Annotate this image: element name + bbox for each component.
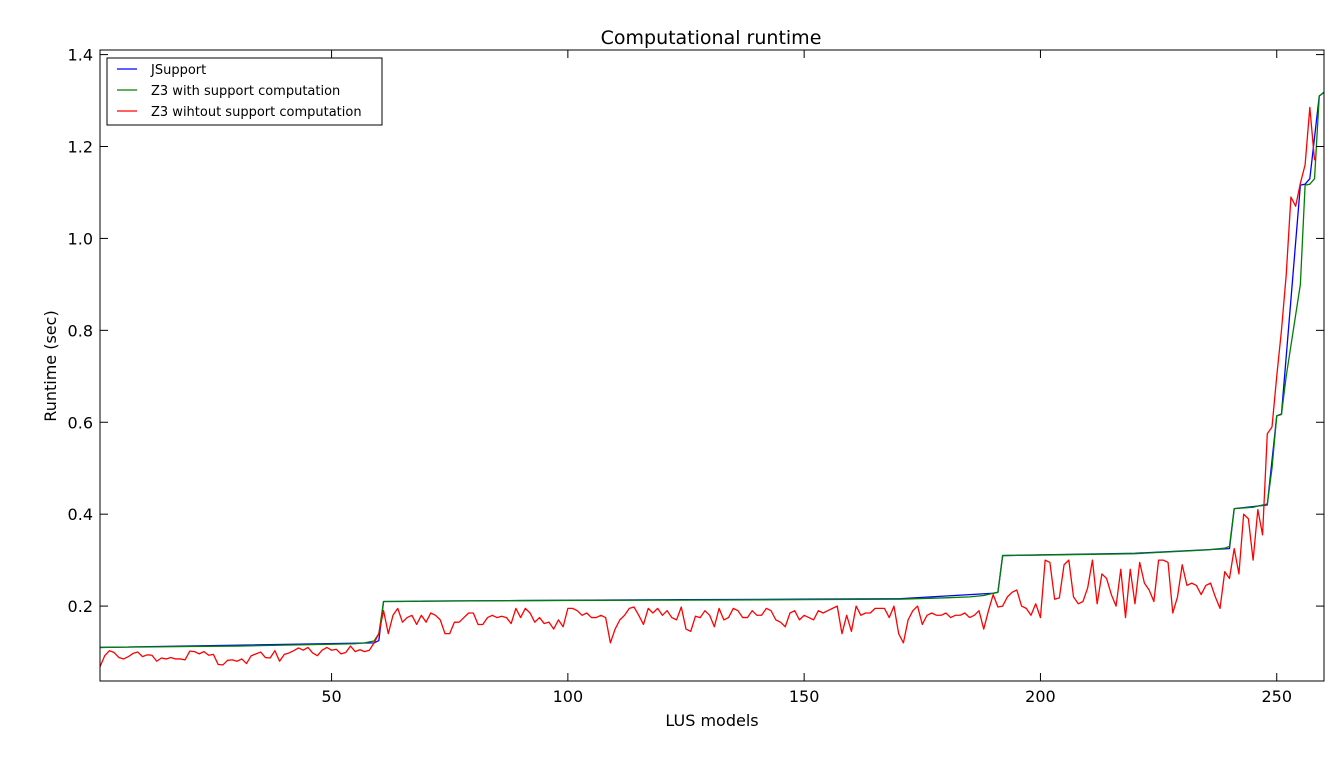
x-tick-label: 250 — [1261, 687, 1292, 706]
y-axis-label: Runtime (sec) — [41, 310, 60, 421]
x-axis-label: LUS models — [665, 711, 758, 730]
y-tick-label: 1.0 — [68, 229, 93, 248]
series-line-z3-with-support — [100, 91, 1324, 649]
y-tick-label: 0.2 — [68, 597, 93, 616]
legend-box — [106, 57, 383, 126]
series-layer — [100, 91, 1324, 668]
x-tick-label: 200 — [1025, 687, 1056, 706]
legend-label-z3-with-support: Z3 with support computation — [151, 84, 340, 99]
legend: JSupport Z3 with support computation Z3 … — [106, 57, 383, 126]
legend-label-jsupport: JSupport — [150, 63, 206, 78]
y-tick-label: 0.8 — [68, 321, 93, 340]
x-tick-label: 150 — [789, 687, 820, 706]
x-tick-label: 50 — [321, 687, 341, 706]
legend-label-z3-without-support: Z3 wihtout support computation — [151, 105, 362, 120]
y-tick-label: 0.4 — [68, 505, 93, 524]
ticks-layer: 50 100 150 200 250 0.2 0.4 0.6 0.8 1.0 1.2 1.4 — [68, 46, 1324, 706]
y-tick-label: 1.2 — [68, 138, 93, 157]
y-tick-label: 0.6 — [68, 413, 93, 432]
plot-frame — [99, 49, 1325, 682]
series-line-z3-without-support — [100, 106, 1316, 668]
y-tick-label: 1.4 — [68, 46, 93, 65]
chart-title: Computational runtime — [601, 27, 822, 49]
x-tick-label: 100 — [553, 687, 584, 706]
